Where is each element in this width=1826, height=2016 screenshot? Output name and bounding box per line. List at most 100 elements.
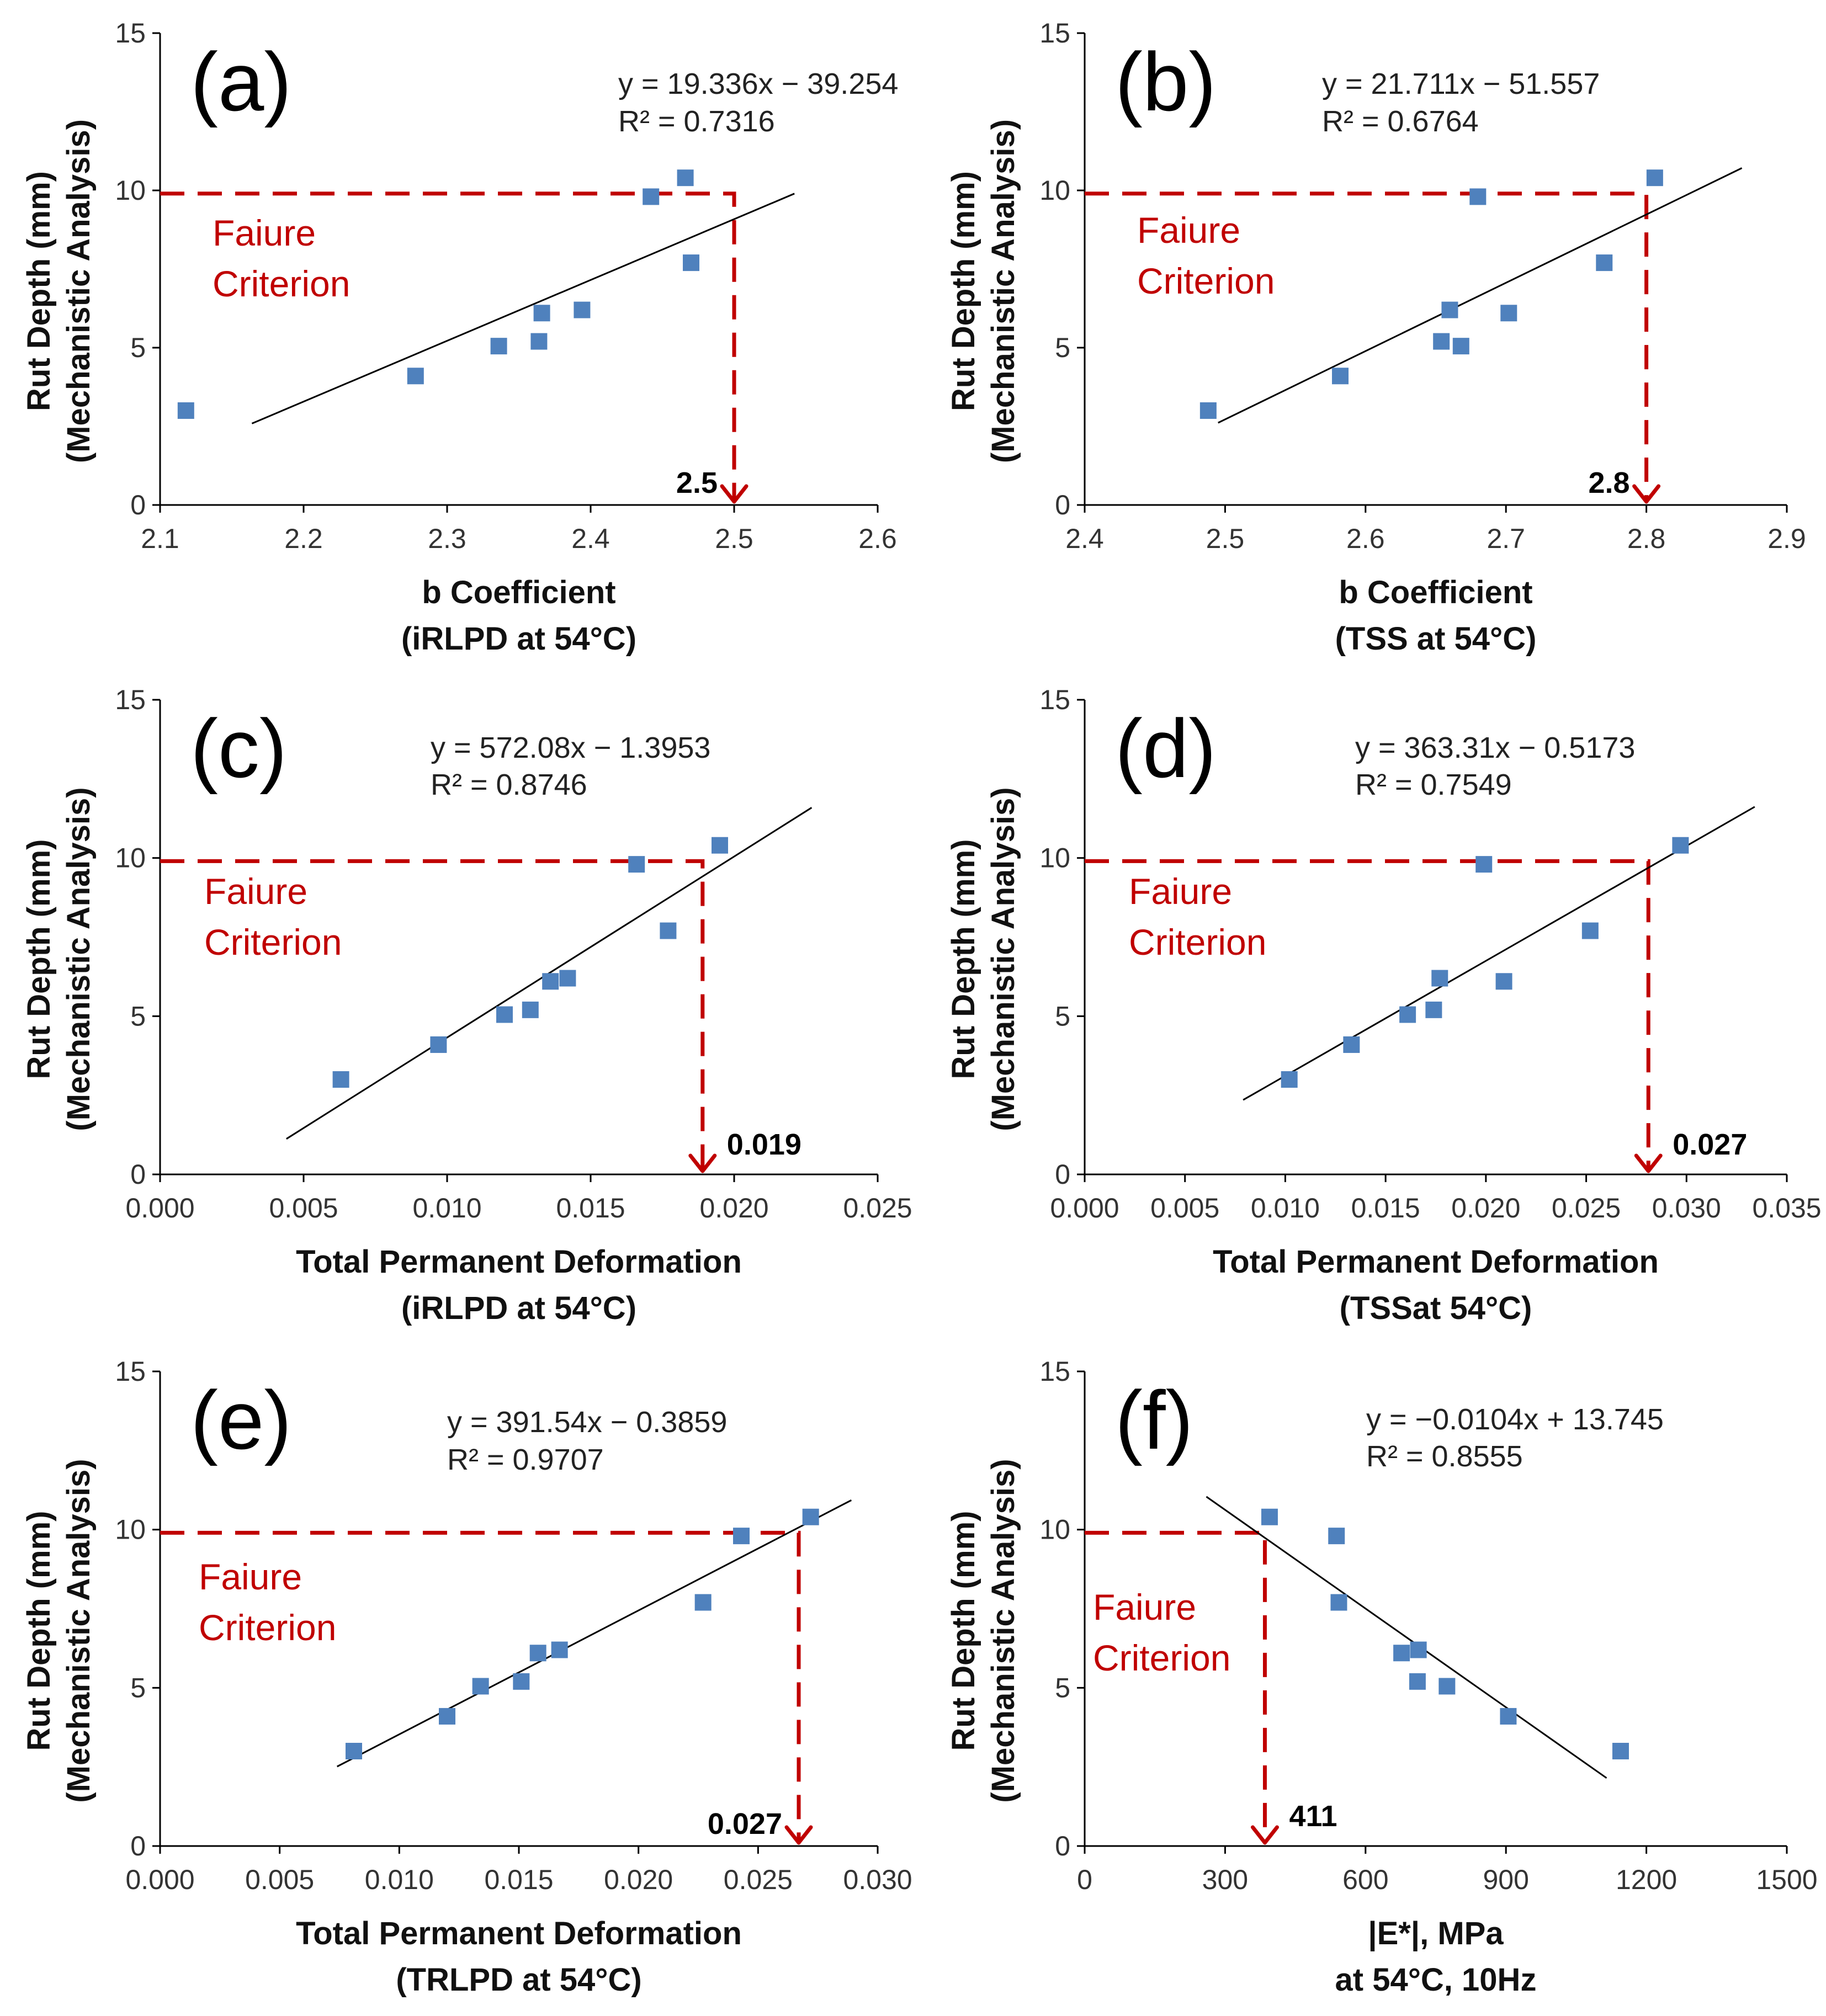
x-axis-title: b Coefficient <box>422 575 615 610</box>
y-tick-label: 5 <box>130 1001 146 1031</box>
data-point <box>1469 188 1487 205</box>
data-point <box>430 1036 447 1053</box>
x-tick-label: 0.005 <box>1150 1193 1219 1224</box>
data-point <box>559 970 576 987</box>
data-point <box>496 1006 513 1023</box>
x-tick-label: 1200 <box>1616 1864 1677 1895</box>
data-point <box>439 1708 455 1725</box>
x-tick-label: 0.015 <box>556 1193 625 1224</box>
y-tick-label: 10 <box>115 843 146 874</box>
y-tick-label: 10 <box>1039 1514 1070 1545</box>
y-tick-label: 15 <box>1039 18 1070 49</box>
chart-panel-a: 0 5 10 15 2.1 2.2 2.3 2.4 2.5 2.6 b Coefficient (iR… <box>21 18 898 657</box>
y-axis-subtitle: (Mechanistic Analysis) <box>61 1459 97 1802</box>
y-tick-label: 10 <box>115 175 146 206</box>
x-axis-title: Total Permanent Deformation <box>1213 1244 1659 1280</box>
panel-label: (b) <box>1115 35 1216 128</box>
x-tick-label: 0.020 <box>699 1193 768 1224</box>
x-tick-label: 0.025 <box>843 1193 912 1224</box>
data-point <box>1500 305 1517 322</box>
threshold-value: 0.019 <box>727 1128 801 1161</box>
x-tick-label: 2.4 <box>1065 523 1104 554</box>
failure-criterion-line <box>160 1530 801 1843</box>
y-tick-label: 0 <box>130 490 146 520</box>
y-tick-label: 15 <box>115 684 146 715</box>
data-point <box>1425 1001 1442 1018</box>
x-tick-label: 2.6 <box>858 523 897 554</box>
failure-criterion-label: Criterion <box>1129 922 1266 962</box>
y-tick-label: 15 <box>115 1356 146 1387</box>
failure-criterion-label: Faiure <box>213 212 316 253</box>
r-squared: R² = 0.9707 <box>447 1443 604 1476</box>
threshold-value: 0.027 <box>1673 1128 1747 1161</box>
y-axis-title: Rut Depth (mm) <box>21 171 57 411</box>
data-point <box>1646 169 1663 187</box>
y-tick-label: 5 <box>1055 1672 1070 1703</box>
threshold-value: 0.027 <box>708 1807 782 1841</box>
data-point <box>733 1528 750 1545</box>
x-tick-label: 0.030 <box>843 1864 912 1895</box>
failure-criterion-label: Criterion <box>1137 260 1275 301</box>
y-tick-label: 5 <box>1055 332 1070 363</box>
data-point <box>1409 1673 1426 1690</box>
y-tick-label: 0 <box>130 1831 146 1861</box>
panel-label: (e) <box>190 1374 291 1466</box>
y-axis-title: Rut Depth (mm) <box>946 171 981 411</box>
data-point <box>677 169 694 187</box>
x-tick-label: 0 <box>1077 1864 1092 1895</box>
failure-criterion-label: Faiure <box>1093 1587 1196 1627</box>
data-point <box>683 254 699 272</box>
chart-panel-b: 0 5 10 15 2.4 2.5 2.6 2.7 2.8 2.9 b Coefficient (TS… <box>946 18 1806 657</box>
data-point <box>530 333 548 350</box>
data-point <box>712 837 728 854</box>
x-tick-label: 2.2 <box>284 523 323 554</box>
r-squared: R² = 0.8746 <box>431 768 587 801</box>
data-point <box>660 922 677 939</box>
failure-criterion-line <box>160 192 736 502</box>
data-point <box>346 1743 362 1759</box>
arrow-down-icon <box>1632 484 1661 504</box>
x-axis-subtitle: (TSS at 54°C) <box>1335 621 1537 657</box>
y-tick-label: 0 <box>1055 1831 1070 1861</box>
y-tick-label: 10 <box>1039 843 1070 874</box>
data-point <box>1261 1508 1278 1525</box>
data-point <box>1431 970 1448 987</box>
chart-panel-e: 0 5 10 15 0.000 0.005 0.010 0.015 0.020 0.025 0.03… <box>21 1356 912 1998</box>
failure-criterion-label: Faiure <box>204 871 307 912</box>
failure-criterion-label: Faiure <box>1129 871 1232 912</box>
data-point <box>551 1641 568 1658</box>
data-point <box>1281 1071 1298 1088</box>
data-point <box>332 1071 349 1088</box>
r-squared: R² = 0.7316 <box>618 105 775 138</box>
chart-panel-c: 0 5 10 15 0.000 0.005 0.010 0.015 0.020 0.025 Tota… <box>21 684 912 1326</box>
x-tick-label: 1500 <box>1756 1864 1817 1895</box>
data-point <box>1332 368 1349 385</box>
data-point <box>1399 1006 1416 1023</box>
data-point <box>522 1001 539 1018</box>
data-point <box>1495 973 1512 990</box>
x-tick-label: 2.9 <box>1767 523 1806 554</box>
trend-equation: y = 572.08x − 1.3953 <box>431 731 710 764</box>
x-tick-label: 2.6 <box>1346 523 1385 554</box>
y-axis-subtitle: (Mechanistic Analysis) <box>61 119 97 463</box>
failure-criterion-line <box>1085 192 1649 502</box>
data-point <box>1328 1528 1345 1545</box>
trend-line <box>1218 167 1743 424</box>
failure-criterion-line <box>1085 1530 1267 1843</box>
threshold-value: 2.5 <box>676 466 718 499</box>
data-point <box>533 305 550 322</box>
x-tick-label: 2.3 <box>428 523 466 554</box>
x-axis-title: Total Permanent Deformation <box>296 1244 742 1280</box>
failure-criterion-label: Faiure <box>199 1556 302 1597</box>
y-tick-label: 0 <box>1055 490 1070 520</box>
x-axis-title: Total Permanent Deformation <box>296 1916 742 1951</box>
y-axis-subtitle: (Mechanistic Analysis) <box>985 1459 1021 1802</box>
x-tick-label: 2.5 <box>715 523 753 554</box>
failure-criterion-label: Faiure <box>1137 210 1240 251</box>
chart-panel-f: 0 5 10 15 0 300 600 900 1200 1500 |E*|, MPa at 54°C… <box>946 1356 1818 1998</box>
x-tick-label: 300 <box>1202 1864 1248 1895</box>
data-point <box>1612 1743 1629 1759</box>
y-tick-label: 5 <box>130 1672 146 1703</box>
data-point <box>1343 1036 1360 1053</box>
x-tick-label: 0.000 <box>125 1193 194 1224</box>
